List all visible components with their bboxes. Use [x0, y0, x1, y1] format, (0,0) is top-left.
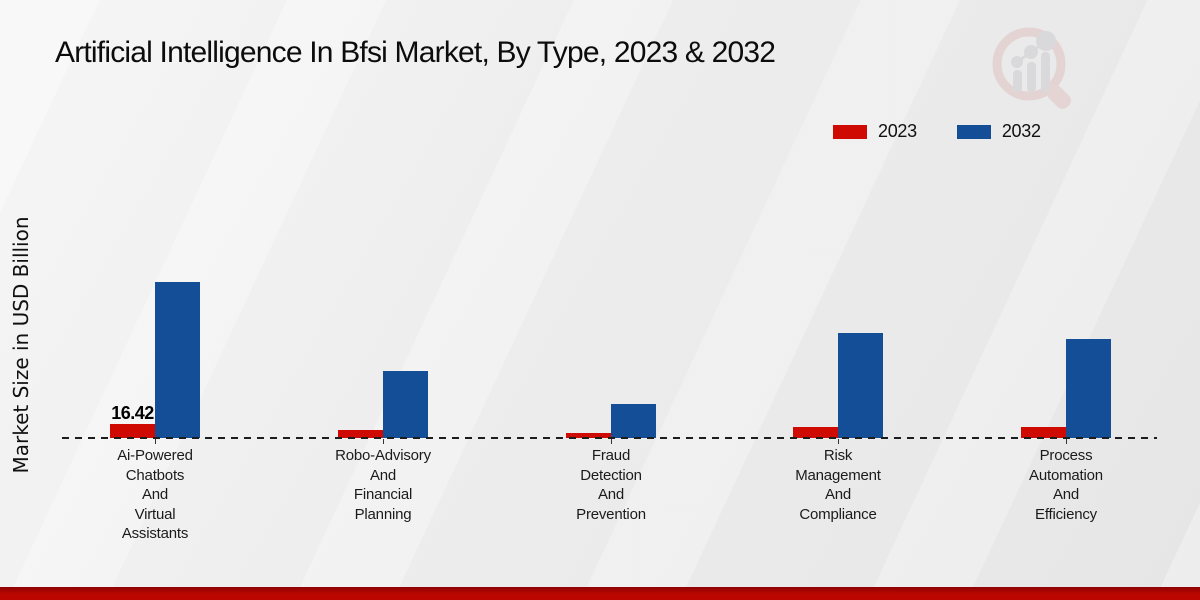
legend-item-2023: 2023	[833, 121, 917, 142]
data-label-2023-0: 16.42	[111, 403, 154, 423]
chart-title: Artificial Intelligence In Bfsi Market, …	[55, 36, 776, 69]
legend-swatch-2032-icon	[956, 124, 991, 139]
market-research-future-logo-icon	[992, 27, 1071, 109]
footer-accent-bar	[0, 587, 1200, 600]
category-label-3: Risk Management And Compliance	[795, 447, 881, 523]
x-axis-tick-3	[838, 439, 839, 444]
x-axis-tick-1	[383, 439, 384, 444]
bar-2023-4	[1021, 427, 1066, 438]
legend: 2023 2032	[833, 121, 1041, 142]
legend-swatch-2023-icon	[833, 124, 867, 139]
category-label-2: Fraud Detection And Prevention	[576, 447, 646, 523]
x-axis-baseline	[62, 437, 1157, 439]
category-label-0: Ai-Powered Chatbots And Virtual Assistan…	[117, 447, 193, 542]
bar-2023-2	[566, 433, 611, 438]
bar-2032-0	[155, 282, 200, 438]
category-label-4: Process Automation And Efficiency	[1029, 447, 1103, 523]
x-axis-tick-2	[611, 439, 612, 444]
bar-2032-2	[611, 404, 656, 438]
bar-2023-0	[110, 424, 155, 438]
bar-2032-1	[383, 371, 428, 438]
y-axis-label: Market Size in USD Billion	[9, 216, 33, 474]
bar-2023-3	[793, 427, 838, 438]
x-axis-tick-4	[1066, 439, 1067, 444]
legend-label-2032: 2032	[1001, 121, 1041, 141]
bar-2032-3	[838, 333, 883, 438]
bar-2023-1	[338, 430, 383, 438]
legend-item-2032: 2032	[956, 121, 1041, 142]
category-label-1: Robo-Advisory And Financial Planning	[335, 447, 431, 523]
legend-label-2023: 2023	[878, 121, 917, 141]
bar-2032-4	[1066, 339, 1111, 438]
x-axis-tick-0	[155, 439, 156, 444]
